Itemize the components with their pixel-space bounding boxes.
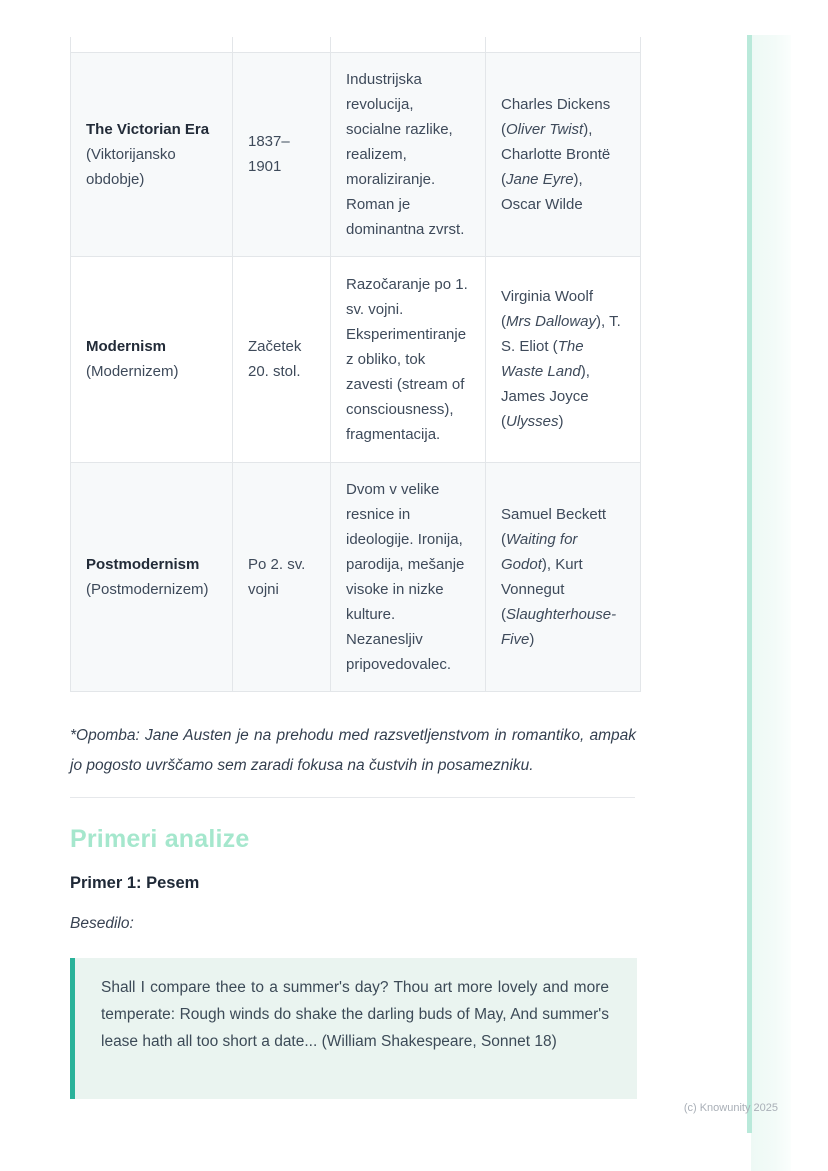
page-edge-highlight [751,35,791,1171]
table-cell [485,37,641,53]
section-heading: Primeri analize [70,825,250,853]
era-subtitle: (Postmodernizem) [86,580,209,598]
literary-eras-table: The Victorian Era (Viktorijansko obdobje… [70,37,641,692]
period-cell: 1837–1901 [232,51,331,257]
era-subtitle: (Modernizem) [86,363,179,380]
example-title: Primer 1: Pesem [70,874,200,892]
table-cell [70,37,233,53]
era-cell: Postmodernism (Postmodernizem) [70,461,233,692]
table-row-cutoff [70,37,641,53]
era-cell: Modernism (Modernizem) [70,255,233,463]
quote-text: Shall I compare thee to a summer's day? … [101,979,609,1050]
era-name: Modernism [86,338,167,355]
besedilo-label: Besedilo: [70,915,134,932]
period-cell: Po 2. sv. vojni [232,461,331,692]
table-cell [232,37,331,53]
copyright-notice: (c) Knowunity 2025 [683,1102,778,1114]
table-row-victorian: The Victorian Era (Viktorijansko obdobje… [70,51,641,257]
table-cell [330,37,486,53]
page-edge-strip [747,35,752,1133]
authors-cell: Samuel Beckett (Waiting for Godot), Kurt… [485,461,641,692]
table-row-modernism: Modernism (Modernizem) Začetek 20. stol.… [70,255,641,463]
footnote-opomba: *Opomba: Jane Austen je na prehodu med r… [70,727,636,774]
era-subtitle: (Viktorijansko obdobje) [86,145,176,188]
authors-cell: Virginia Woolf (Mrs Dalloway), T. S. Eli… [485,255,641,463]
table-row-postmodernism: Postmodernism (Postmodernizem) Po 2. sv.… [70,461,641,692]
characteristics-cell: Industrijska revolucija, socialne razlik… [330,51,486,257]
characteristics-cell: Razočaranje po 1. sv. vojni. Eksperiment… [330,255,486,463]
period-cell: Začetek 20. stol. [232,255,331,463]
era-name: Postmodernism [86,555,200,573]
section-divider [70,797,635,798]
quote-block: Shall I compare thee to a summer's day? … [70,958,637,1099]
authors-cell: Charles Dickens (Oliver Twist), Charlott… [485,51,641,257]
era-cell: The Victorian Era (Viktorijansko obdobje… [70,51,233,257]
characteristics-cell: Dvom v velike resnice in ideologije. Iro… [330,461,486,692]
era-name: The Victorian Era [86,120,210,138]
